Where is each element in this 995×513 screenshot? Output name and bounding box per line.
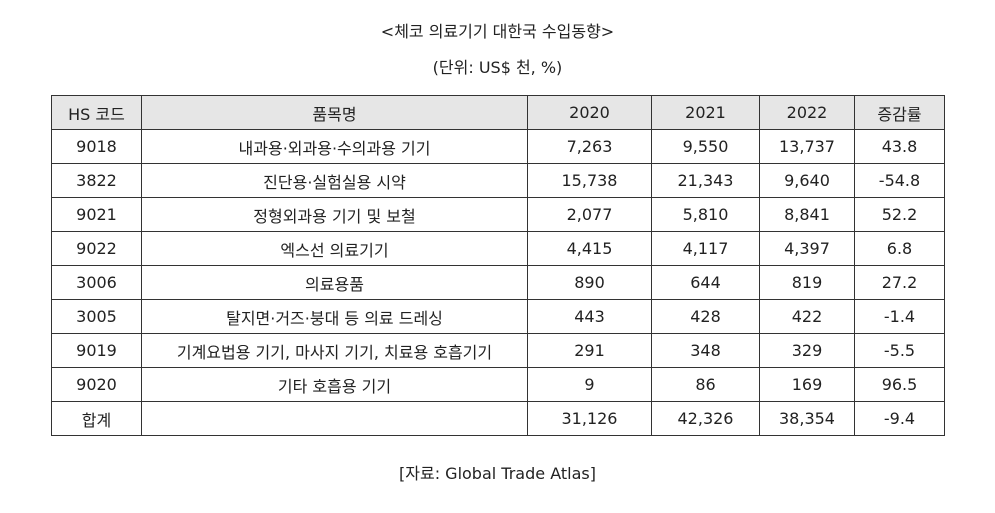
cell-2021: 644 [651,265,760,300]
table-header-row: HS 코드 품목명 2020 2021 2022 증감률 [51,95,945,130]
cell-2021: 21,343 [651,163,760,198]
cell-2022: 8,841 [759,197,855,232]
header-year-2020: 2020 [527,95,652,130]
cell-2020: 15,738 [527,163,652,198]
cell-2021: 9,550 [651,129,760,164]
cell-2021: 428 [651,299,760,334]
table-row: 9019 기계요법용 기기, 마사지 기기, 치료용 호흡기기 291 348 … [51,333,945,368]
cell-2020: 2,077 [527,197,652,232]
table-row: 3006 의료용품 890 644 819 27.2 [51,265,945,300]
cell-2020: 890 [527,265,652,300]
cell-item-name [141,401,528,436]
cell-2021: 42,326 [651,401,760,436]
cell-hs-code: 9021 [51,197,142,232]
cell-change-rate: 96.5 [854,367,945,402]
header-year-2022: 2022 [759,95,855,130]
cell-change-rate: 27.2 [854,265,945,300]
cell-hs-code: 3006 [51,265,142,300]
cell-item-name: 내과용·외과용·수의과용 기기 [141,129,528,164]
header-year-2021: 2021 [651,95,760,130]
cell-2022: 169 [759,367,855,402]
cell-2021: 5,810 [651,197,760,232]
header-change-rate: 증감률 [854,95,945,130]
cell-hs-code: 9019 [51,333,142,368]
cell-2022: 13,737 [759,129,855,164]
cell-2022: 329 [759,333,855,368]
table-total-row: 합계 31,126 42,326 38,354 -9.4 [51,401,945,436]
cell-2022: 819 [759,265,855,300]
cell-item-name: 진단용·실험실용 시약 [141,163,528,198]
header-item-name: 품목명 [141,95,528,130]
cell-2022: 422 [759,299,855,334]
header-hs-code: HS 코드 [51,95,142,130]
cell-change-rate: 43.8 [854,129,945,164]
import-trend-table: HS 코드 품목명 2020 2021 2022 증감률 9018 내과용·외과… [51,95,945,436]
table-row: 9021 정형외과용 기기 및 보철 2,077 5,810 8,841 52.… [51,197,945,232]
cell-2020: 31,126 [527,401,652,436]
cell-item-name: 기계요법용 기기, 마사지 기기, 치료용 호흡기기 [141,333,528,368]
cell-2022: 4,397 [759,231,855,266]
cell-hs-code: 9020 [51,367,142,402]
cell-hs-code: 9022 [51,231,142,266]
table-row: 9022 엑스선 의료기기 4,415 4,117 4,397 6.8 [51,231,945,266]
source-note: [자료: Global Trade Atlas] [399,464,596,483]
unit-note: (단위: US$ 천, %) [432,58,563,77]
cell-item-name: 탈지면·거즈·붕대 등 의료 드레싱 [141,299,528,334]
table-row: 9020 기타 호흡용 기기 9 86 169 96.5 [51,367,945,402]
cell-item-name: 기타 호흡용 기기 [141,367,528,402]
document-title: <체코 의료기기 대한국 수입동향> [380,22,615,41]
cell-2022: 9,640 [759,163,855,198]
cell-2020: 9 [527,367,652,402]
cell-change-rate: 6.8 [854,231,945,266]
cell-item-name: 엑스선 의료기기 [141,231,528,266]
cell-change-rate: -1.4 [854,299,945,334]
cell-change-rate: -54.8 [854,163,945,198]
cell-hs-code: 3822 [51,163,142,198]
cell-2020: 291 [527,333,652,368]
cell-hs-code: 3005 [51,299,142,334]
cell-2021: 86 [651,367,760,402]
cell-change-rate: 52.2 [854,197,945,232]
cell-total-label: 합계 [51,401,142,436]
cell-change-rate: -9.4 [854,401,945,436]
cell-2020: 443 [527,299,652,334]
cell-2020: 4,415 [527,231,652,266]
cell-2021: 4,117 [651,231,760,266]
cell-hs-code: 9018 [51,129,142,164]
cell-item-name: 정형외과용 기기 및 보철 [141,197,528,232]
cell-2022: 38,354 [759,401,855,436]
cell-item-name: 의료용품 [141,265,528,300]
cell-change-rate: -5.5 [854,333,945,368]
table-row: 9018 내과용·외과용·수의과용 기기 7,263 9,550 13,737 … [51,129,945,164]
table-row: 3822 진단용·실험실용 시약 15,738 21,343 9,640 -54… [51,163,945,198]
table-row: 3005 탈지면·거즈·붕대 등 의료 드레싱 443 428 422 -1.4 [51,299,945,334]
cell-2020: 7,263 [527,129,652,164]
cell-2021: 348 [651,333,760,368]
